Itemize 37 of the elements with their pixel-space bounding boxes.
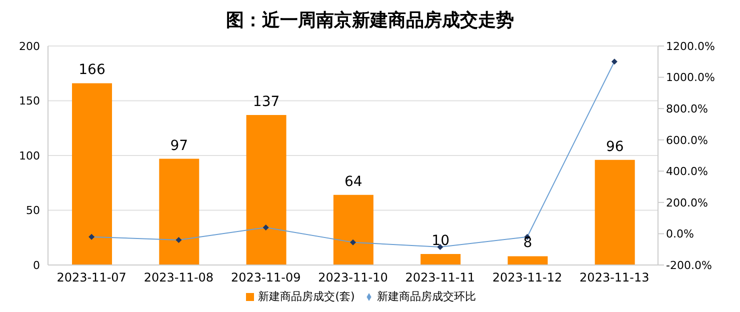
y-tick-label: 50: [26, 204, 40, 218]
data-label: 8: [523, 235, 532, 252]
data-label: 10: [432, 233, 450, 250]
x-tick-label: 2023-11-12: [492, 270, 562, 285]
bar: [508, 256, 548, 265]
x-tick-label: 2023-11-09: [230, 270, 301, 285]
legend-label: 新建商品房成交(套): [258, 290, 355, 303]
bar: [246, 114, 286, 265]
bar: [72, 83, 112, 265]
bar: [594, 160, 635, 265]
y-tick-label: 0: [33, 258, 40, 272]
y2-tick-label: 1200.0%: [666, 40, 715, 53]
x-tick-label: 2023-11-07: [56, 270, 126, 285]
data-label: 96: [606, 138, 624, 155]
x-tick-label: 2023-11-08: [144, 270, 214, 285]
y2-tick-label: 200.0%: [666, 196, 708, 210]
x-tick-label: 2023-11-13: [580, 270, 650, 285]
y-tick-label: 150: [19, 94, 40, 108]
data-label: 137: [252, 94, 280, 110]
y-tick-label: 100: [19, 149, 40, 162]
y2-tick-label: -200.0%: [666, 258, 712, 272]
bar: [333, 194, 374, 265]
legend-label: 新建商品房成交环比: [376, 290, 476, 303]
y-tick-label: 200: [19, 40, 40, 53]
y2-tick-label: 0.0%: [666, 228, 694, 241]
data-label: 64: [344, 174, 362, 190]
y2-tick-label: 600.0%: [666, 134, 708, 147]
y2-tick-label: 400.0%: [666, 165, 708, 178]
data-label: 97: [170, 138, 188, 154]
y2-tick-label: 1000.0%: [666, 71, 715, 84]
x-tick-label: 2023-11-10: [318, 270, 388, 285]
x-tick-label: 2023-11-11: [405, 270, 476, 285]
chart-title: 图：近一周南京新建商品房成交走势: [225, 9, 515, 33]
bar: [420, 254, 461, 265]
bar: [159, 158, 200, 265]
data-label: 166: [78, 62, 106, 78]
y2-tick-label: 800.0%: [666, 102, 708, 116]
